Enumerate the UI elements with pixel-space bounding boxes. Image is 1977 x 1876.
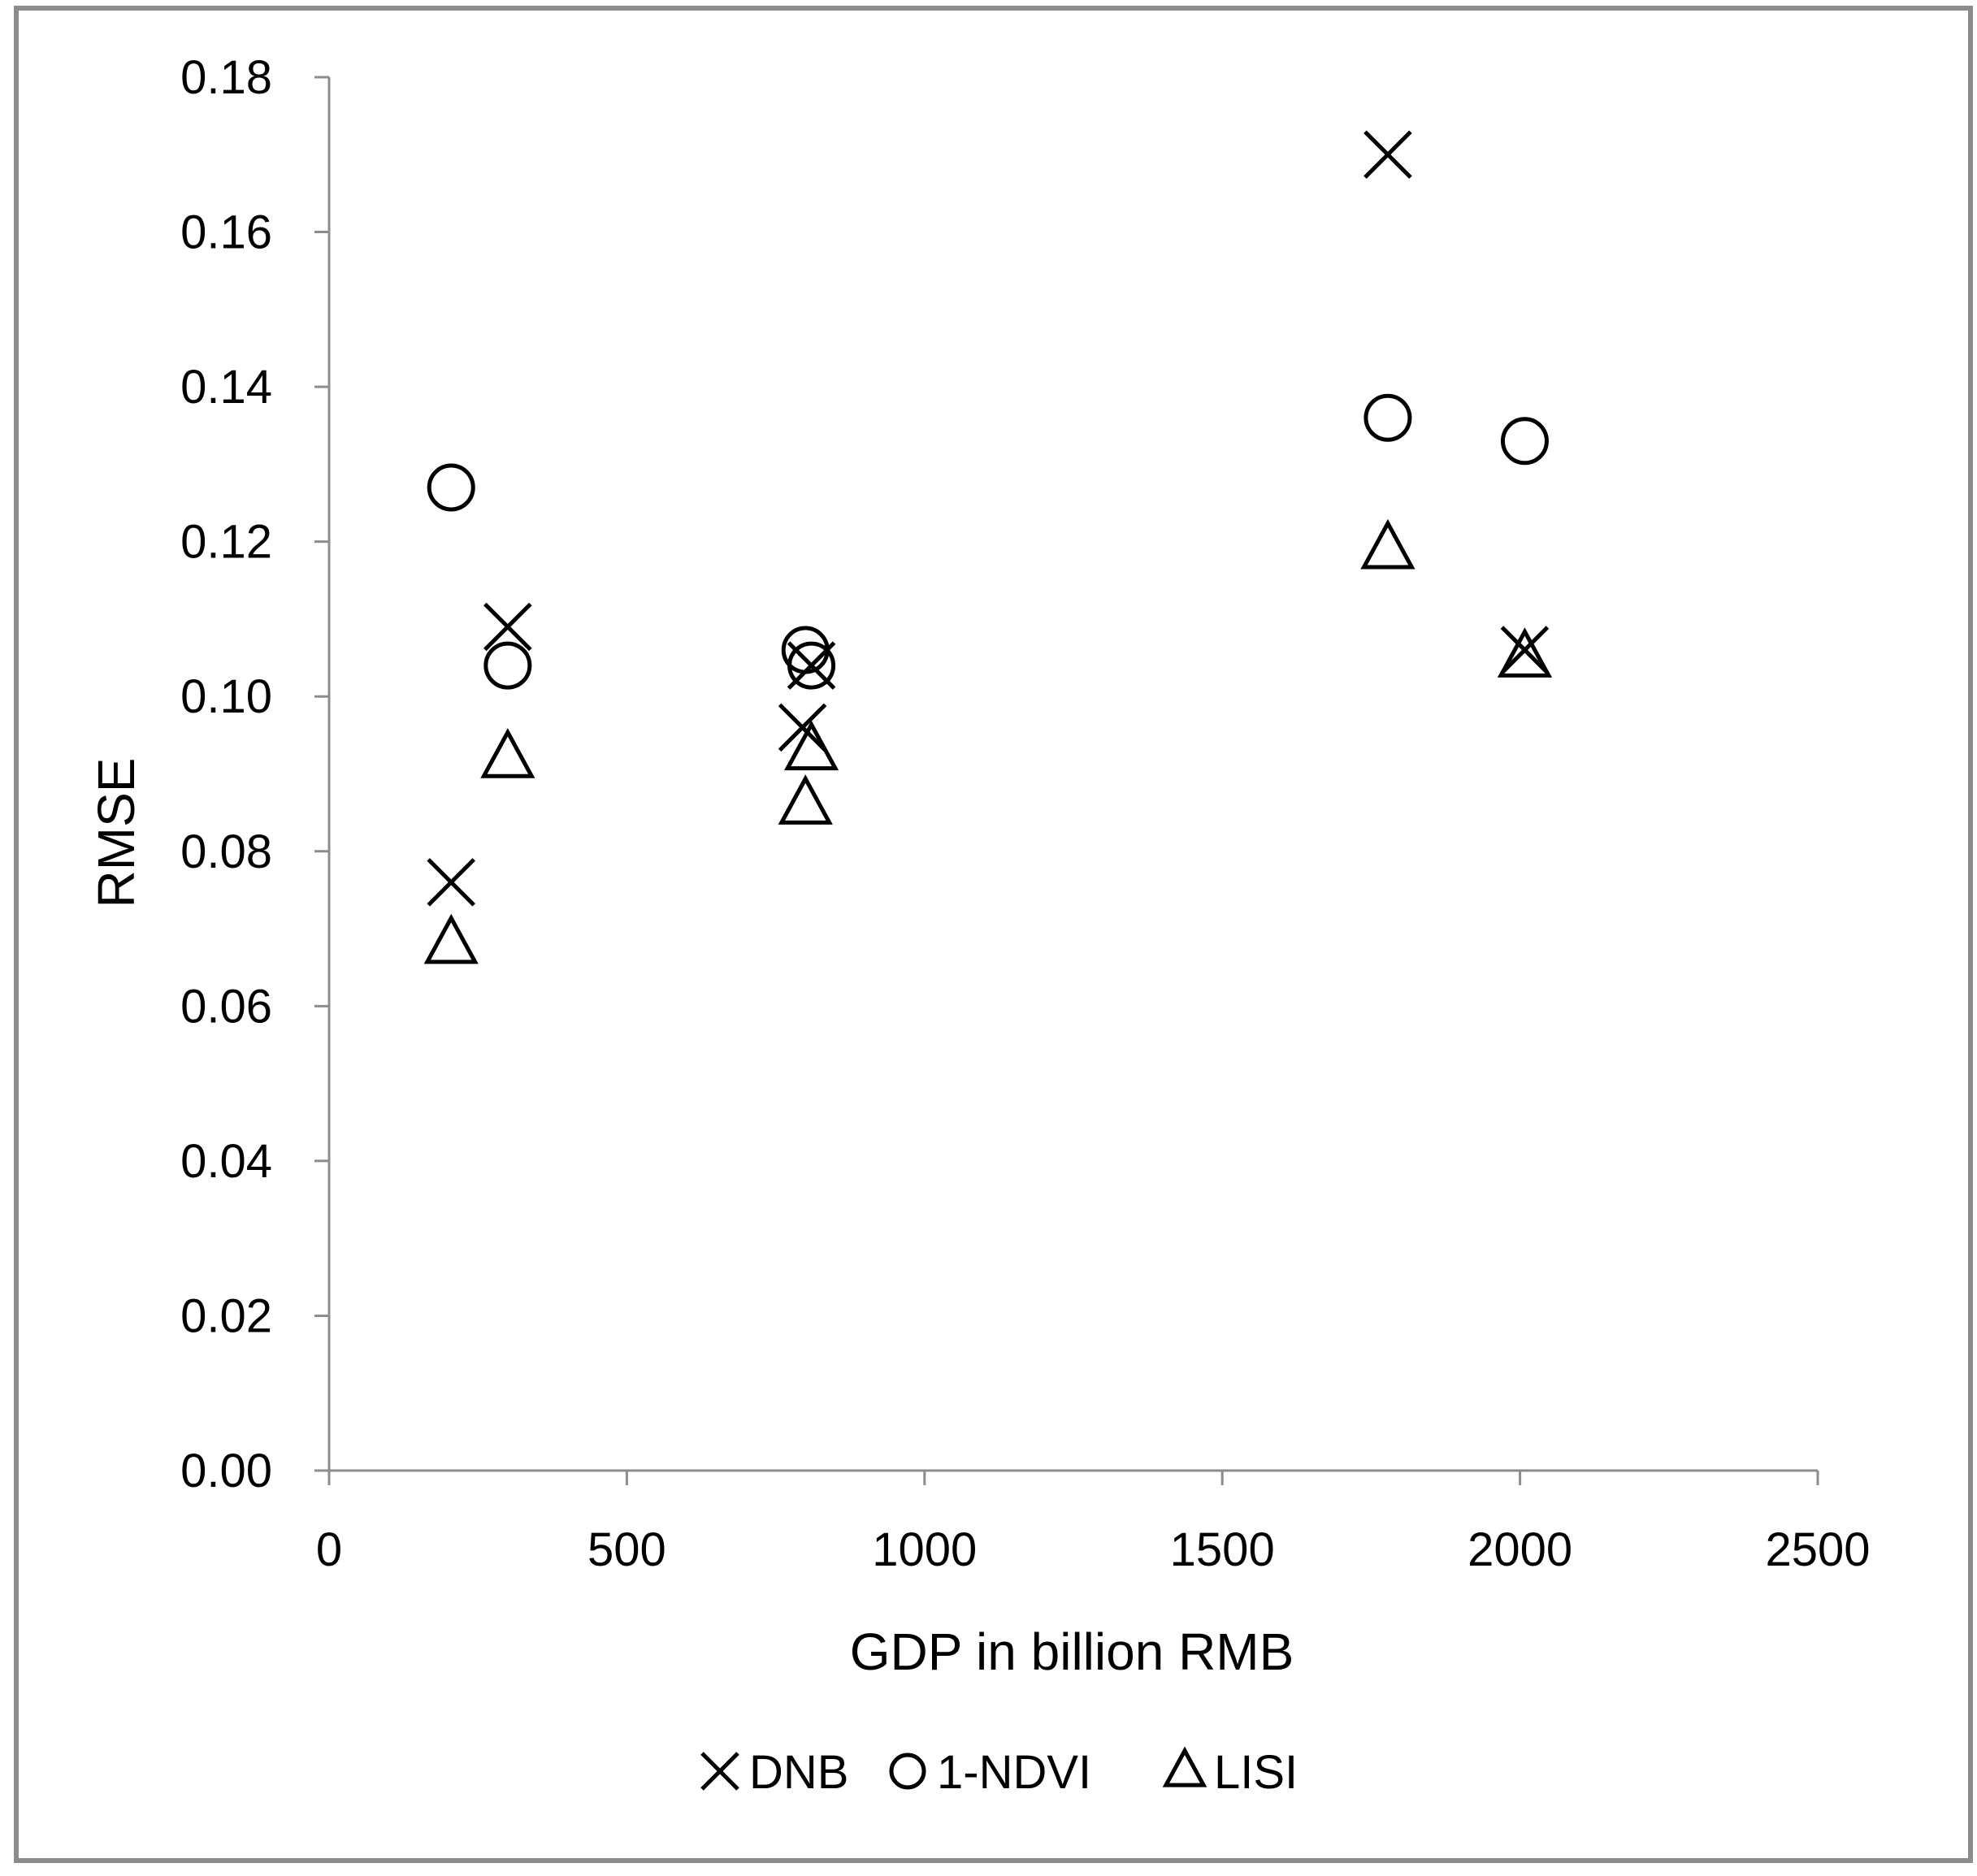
y-tick-label: 0.14 <box>180 361 272 414</box>
legend-item-lisi: LISI <box>1162 1746 1298 1799</box>
x-axis-title: GDP in billion RMB <box>850 1623 1294 1681</box>
x-tick-label: 2000 <box>1468 1523 1572 1576</box>
series-lisi <box>423 518 1553 964</box>
data-point-lisi <box>423 913 479 964</box>
data-point-dnb <box>427 858 475 907</box>
y-axis-title: RMSE <box>87 758 145 908</box>
x-tick-label: 1000 <box>872 1523 977 1576</box>
data-point-lisi <box>778 774 833 825</box>
y-axis: 0.00 0.02 0.04 0.06 0.08 0.10 0.12 0.14 0.16 0.18 <box>180 51 331 1497</box>
x-tick-label: 1500 <box>1170 1523 1275 1576</box>
y-tick-label: 0.18 <box>180 51 272 104</box>
data-point-dnb <box>778 703 827 752</box>
data-point-1-ndvi <box>1364 393 1412 442</box>
data-point-lisi <box>783 720 839 771</box>
data-point-1-ndvi <box>787 641 836 690</box>
data-point-1-ndvi <box>427 463 475 512</box>
series-1-ndvi <box>427 393 1549 690</box>
legend-label: DNB <box>749 1746 848 1799</box>
x-tick-label: 500 <box>587 1523 666 1576</box>
legend-item-dnb: DNB <box>700 1746 848 1799</box>
x-tick-label: 2500 <box>1765 1523 1870 1576</box>
data-point-lisi <box>1497 627 1553 678</box>
chart-frame <box>14 6 1973 1863</box>
y-tick-label: 0.08 <box>180 825 272 878</box>
data-point-lisi <box>1360 518 1416 570</box>
y-tick-label: 0.10 <box>180 670 272 723</box>
legend: DNB 1-NDVI LISI <box>700 1746 1298 1799</box>
data-point-dnb <box>1364 130 1412 180</box>
data-point-1-ndvi <box>483 641 532 690</box>
legend-label: 1-NDVI <box>937 1746 1091 1799</box>
data-point-lisi <box>480 728 535 778</box>
legend-item-1-ndvi: 1-NDVI <box>889 1746 1091 1799</box>
legend-label: LISI <box>1214 1746 1298 1799</box>
y-tick-label: 0.06 <box>180 980 272 1033</box>
data-points <box>423 130 1553 964</box>
x-tick-label: 0 <box>316 1523 342 1576</box>
data-point-dnb <box>483 602 532 652</box>
legend-triangle-icon <box>1162 1746 1207 1787</box>
legend-x-icon <box>700 1752 739 1791</box>
y-tick-label: 0.04 <box>180 1135 272 1188</box>
data-point-dnb <box>1500 626 1550 674</box>
y-tick-label: 0.16 <box>180 206 272 259</box>
y-tick-label: 0.12 <box>180 516 272 569</box>
y-tick-label: 0.02 <box>180 1289 272 1342</box>
legend-circle-icon <box>889 1753 926 1790</box>
y-tick-label: 0.00 <box>180 1445 272 1497</box>
data-point-1-ndvi <box>1500 417 1549 466</box>
x-axis: 0 500 1000 1500 2000 2500 <box>316 1469 1871 1576</box>
